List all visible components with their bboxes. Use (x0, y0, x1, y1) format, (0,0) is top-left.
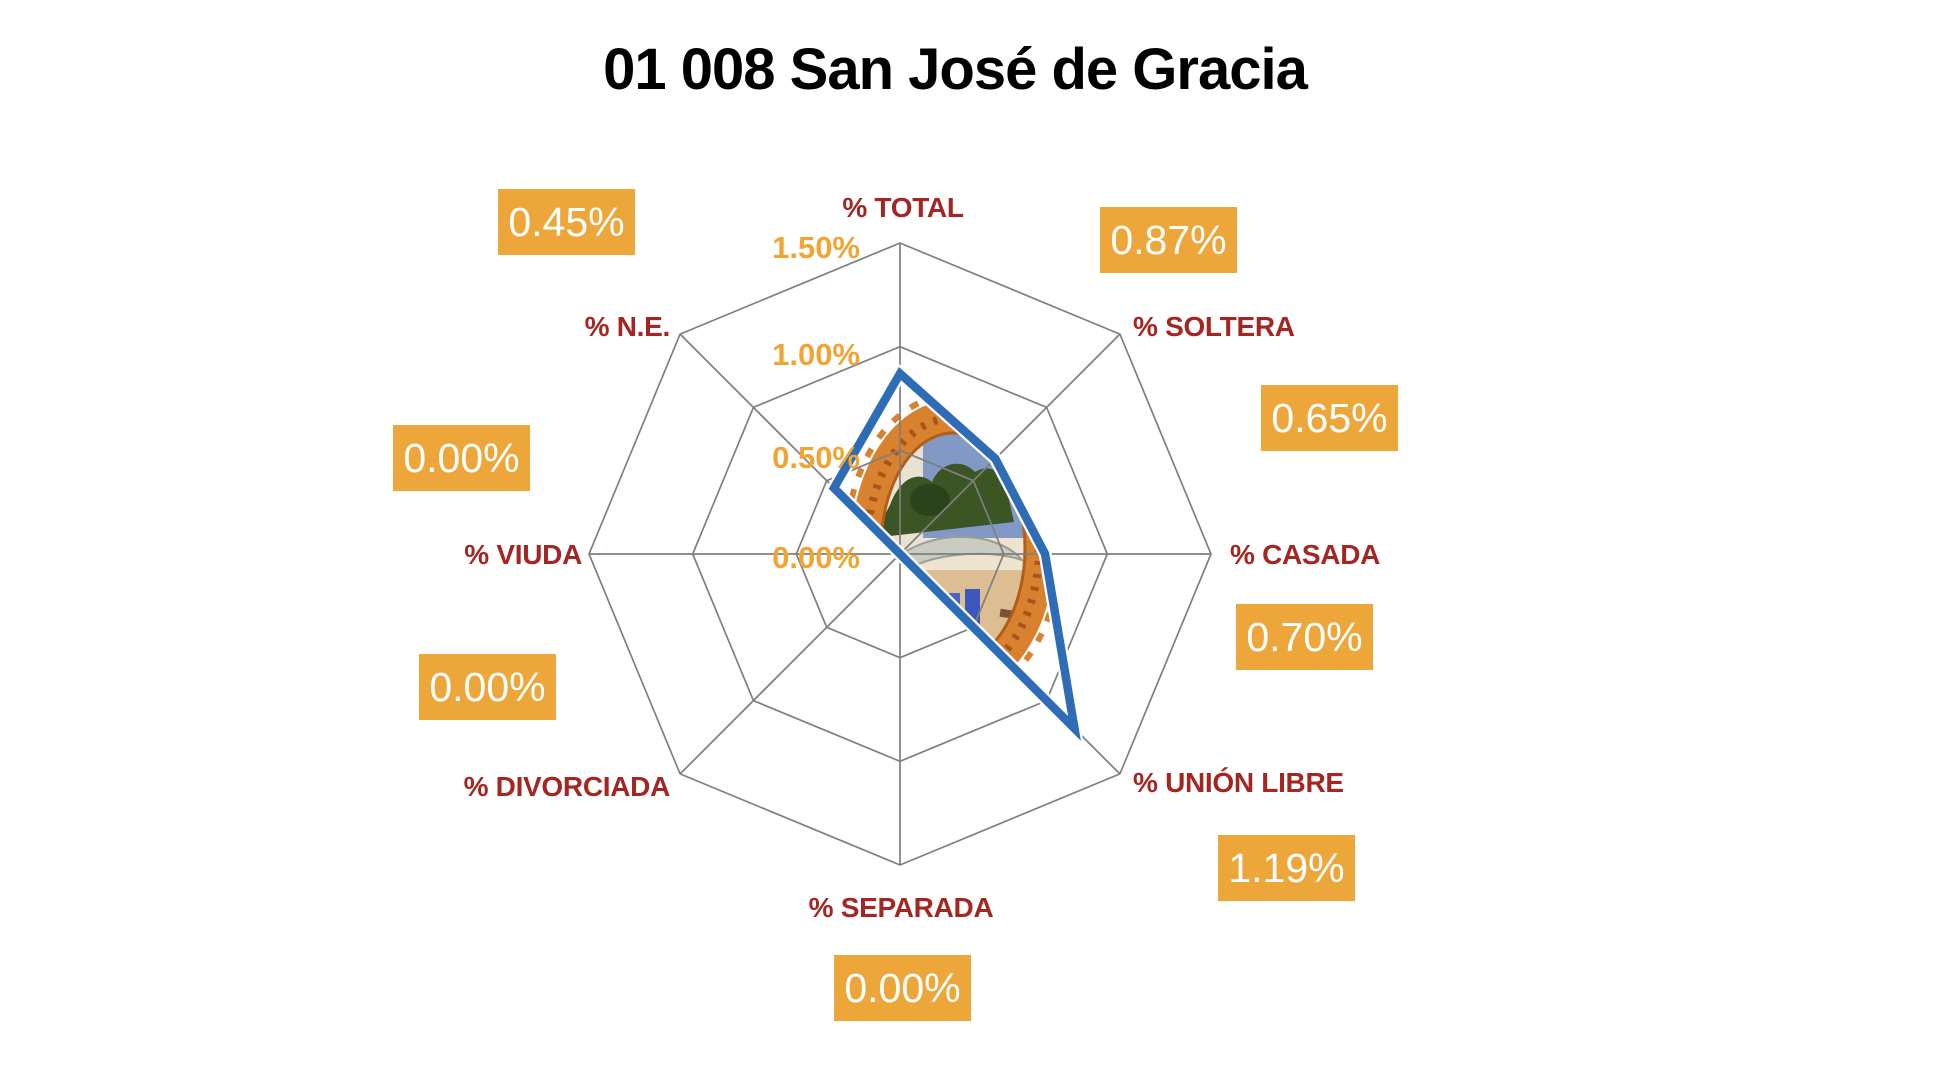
radial-tick-000: 0.00% (772, 540, 860, 575)
axis-label-casada: % CASADA (1230, 539, 1381, 570)
radial-tick-050: 0.50% (772, 440, 860, 475)
axis-label-total: % TOTAL (842, 192, 964, 223)
radial-tick-100: 1.00% (772, 337, 860, 372)
axis-label-soltera: % SOLTERA (1133, 311, 1295, 342)
data-label-ne: 0.45% (498, 189, 635, 255)
radar-series-line (825, 363, 1085, 748)
chart-title: 01 008 San José de Gracia (603, 37, 1308, 102)
axis-label-ne: % N.E. (584, 311, 671, 342)
axis-label-viuda: % VIUDA (464, 539, 582, 570)
radial-tick-150: 1.50% (772, 230, 860, 265)
data-label-casada: 0.70% (1236, 604, 1373, 670)
axis-label-divorciada: % DIVORCIADA (463, 771, 671, 802)
data-label-separada: 0.00% (834, 955, 971, 1021)
data-label-viuda: 0.00% (393, 425, 530, 491)
data-label-soltera: 0.65% (1261, 385, 1398, 451)
data-label-total: 0.87% (1100, 207, 1237, 273)
data-label-divorciada: 0.00% (419, 654, 556, 720)
axis-label-separada: % SEPARADA (808, 892, 994, 923)
data-label-union-libre: 1.19% (1218, 835, 1355, 901)
axis-label-union-libre: % UNIÓN LIBRE (1133, 767, 1344, 798)
